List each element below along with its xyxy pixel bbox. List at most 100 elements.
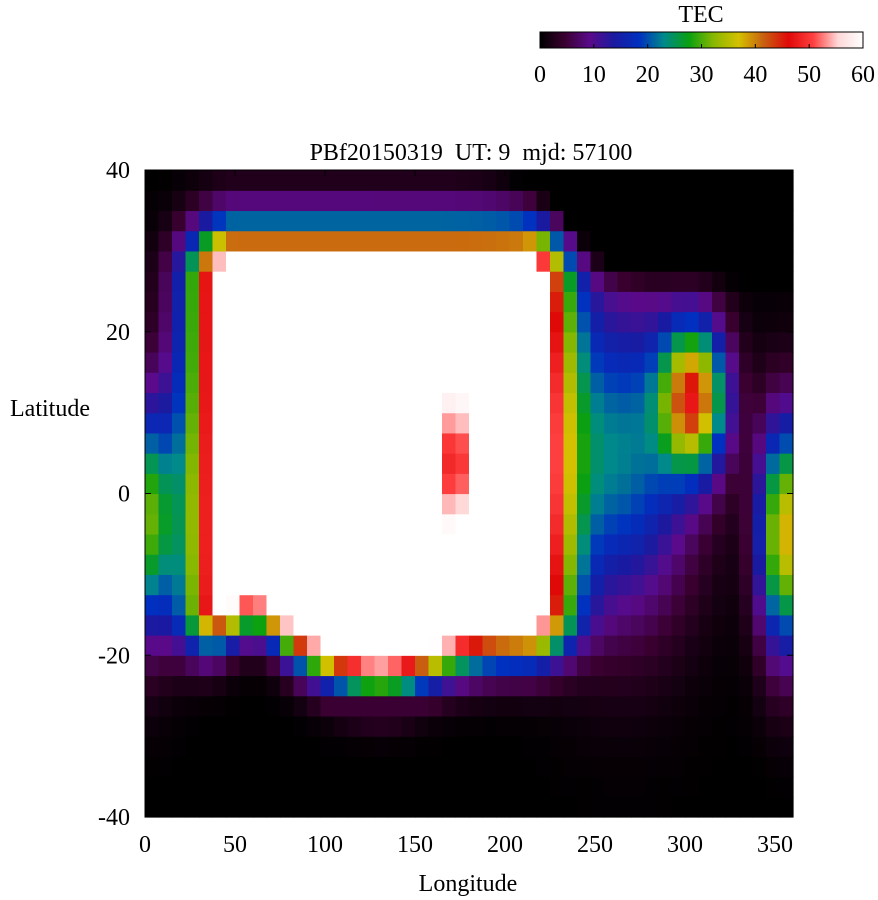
heatmap-cell (482, 190, 497, 212)
heatmap-cell (509, 695, 524, 717)
heatmap-cell (577, 614, 592, 636)
heatmap-cell (158, 372, 173, 394)
heatmap-cell (320, 493, 335, 515)
heatmap-cell (739, 594, 754, 616)
y-tick-label: -20 (98, 643, 130, 669)
heatmap-cell (577, 412, 592, 434)
heatmap-cell (631, 271, 646, 292)
heatmap-cell (590, 331, 605, 353)
heatmap-cell (415, 351, 430, 373)
heatmap-cell (523, 351, 538, 373)
heatmap-cell (388, 796, 403, 818)
heatmap-cell (212, 493, 227, 515)
heatmap-cell (145, 412, 160, 434)
heatmap-cell (428, 473, 443, 495)
heatmap-cell (604, 271, 619, 292)
heatmap-cell (253, 715, 268, 737)
heatmap-cell (482, 412, 497, 434)
heatmap-cell (293, 614, 308, 636)
heatmap-cell (226, 250, 241, 272)
heatmap-cell (482, 291, 497, 313)
heatmap-cell (185, 291, 200, 313)
heatmap-cell (496, 170, 511, 191)
heatmap-cell (739, 655, 754, 677)
heatmap-cell (469, 291, 484, 313)
heatmap-cell (496, 554, 511, 575)
heatmap-cell (671, 533, 686, 555)
heatmap-cell (145, 392, 160, 414)
heatmap-cell (712, 453, 727, 474)
heatmap-cell (455, 311, 470, 333)
colorbar-tick-label: 60 (851, 62, 875, 88)
heatmap-cell (496, 210, 511, 232)
heatmap-cell (685, 635, 700, 656)
heatmap-cell (374, 554, 389, 575)
heatmap-cell (644, 432, 659, 454)
heatmap-cell (550, 412, 565, 434)
heatmap-cell (374, 695, 389, 717)
heatmap-cell (685, 736, 700, 757)
heatmap-cell (374, 675, 389, 697)
heatmap-cell (685, 392, 700, 414)
heatmap-cell (658, 715, 673, 737)
heatmap-cell (145, 331, 160, 353)
heatmap-cell (523, 291, 538, 313)
heatmap-cell (685, 756, 700, 778)
heatmap-cell (320, 210, 335, 232)
heatmap-cell (361, 695, 376, 717)
heatmap-cell (469, 453, 484, 474)
heatmap-cell (266, 756, 281, 778)
heatmap-cell (253, 675, 268, 697)
heatmap-cell (158, 736, 173, 757)
heatmap-cell (415, 715, 430, 737)
heatmap-cell (347, 291, 362, 313)
heatmap-cell (482, 473, 497, 495)
heatmap-cell (320, 574, 335, 596)
heatmap-cell (199, 453, 214, 474)
heatmap-cell (226, 432, 241, 454)
heatmap-cell (523, 796, 538, 818)
heatmap-cell (293, 170, 308, 191)
heatmap-cell (779, 412, 794, 434)
heatmap-cell (428, 372, 443, 394)
x-tick-label: 250 (577, 832, 613, 858)
heatmap-cell (158, 513, 173, 535)
heatmap-cell (307, 533, 322, 555)
heatmap-cell (644, 594, 659, 616)
heatmap-cell (685, 473, 700, 495)
heatmap-cell (671, 554, 686, 575)
x-tick-label: 100 (307, 832, 343, 858)
heatmap-cell (739, 432, 754, 454)
heatmap-cell (320, 594, 335, 616)
heatmap-cell (442, 210, 457, 232)
heatmap-cell (685, 271, 700, 292)
heatmap-cell (671, 453, 686, 474)
heatmap-cell (280, 715, 295, 737)
heatmap-cell (766, 554, 781, 575)
heatmap-cell (307, 190, 322, 212)
heatmap-cell (617, 655, 632, 677)
heatmap-cell (739, 351, 754, 373)
heatmap-cell (685, 351, 700, 373)
heatmap-cell (752, 271, 767, 292)
heatmap-cell (185, 453, 200, 474)
heatmap-cell (374, 372, 389, 394)
heatmap-cell (266, 574, 281, 596)
heatmap-cell (158, 675, 173, 697)
heatmap-cell (307, 554, 322, 575)
heatmap-cell (172, 493, 187, 515)
heatmap-cell (307, 210, 322, 232)
heatmap-cell (253, 776, 268, 798)
heatmap-cell (442, 695, 457, 717)
heatmap-cell (415, 170, 430, 191)
heatmap-cell (172, 533, 187, 555)
heatmap-cell (671, 574, 686, 596)
heatmap-cell (469, 513, 484, 535)
heatmap-cell (550, 493, 565, 515)
heatmap-cell (469, 331, 484, 353)
heatmap-cell (239, 250, 254, 272)
heatmap-cell (145, 513, 160, 535)
heatmap-cell (266, 392, 281, 414)
x-axis-label: Longitude (419, 871, 518, 897)
heatmap-cell (604, 756, 619, 778)
